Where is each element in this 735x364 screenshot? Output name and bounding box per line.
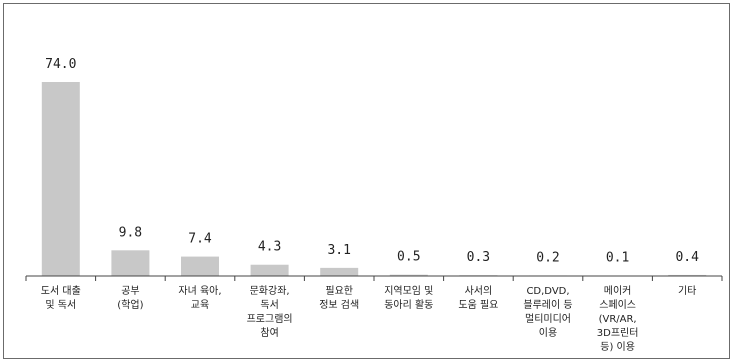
category-label-line: 자녀 육아, bbox=[178, 285, 221, 297]
bar bbox=[41, 82, 80, 276]
bar bbox=[111, 250, 150, 276]
bar bbox=[181, 256, 219, 276]
value-label: 0.1 bbox=[606, 251, 629, 266]
category-label: 지역모임 및 동아리 활동 bbox=[384, 284, 433, 311]
category-label-line: 도움 필요 bbox=[458, 299, 498, 311]
category-label: 기타 bbox=[678, 285, 696, 297]
category-label: 자녀 육아, 교육 bbox=[178, 285, 221, 311]
category-label-line: 이용 bbox=[539, 327, 557, 339]
category-label-line: 사서의 bbox=[465, 285, 493, 297]
bar bbox=[250, 264, 289, 276]
category-label-line: 도서 대출 bbox=[41, 285, 81, 297]
category-label-line: 기타 bbox=[678, 285, 696, 297]
category-label-line: 블루레이 등 bbox=[523, 299, 572, 311]
category-label-line: 교육 bbox=[191, 299, 209, 311]
x-axis-ticks bbox=[25, 276, 723, 281]
category-label-line: (VR/AR, bbox=[599, 314, 637, 325]
value-label: 0.5 bbox=[397, 250, 420, 265]
category-label-line: CD,DVD, bbox=[526, 286, 569, 297]
category-label-line: 스페이스 bbox=[599, 299, 636, 311]
category-label-line: 공부 bbox=[121, 285, 139, 297]
category-label-line: 지역모임 및 bbox=[384, 284, 433, 297]
category-label-line: 등) 이용 bbox=[600, 341, 635, 353]
bar bbox=[320, 267, 359, 276]
value-label: 9.8 bbox=[119, 225, 142, 240]
value-labels-group: 74.0 9.8 7.4 4.3 3.1 0.5 0.3 0.2 0.1 0.4 bbox=[45, 57, 699, 266]
value-label: 0.3 bbox=[467, 250, 490, 265]
value-label: 74.0 bbox=[45, 57, 76, 72]
category-label: 공부 (학업) bbox=[117, 285, 143, 311]
category-label-line: 독서 bbox=[260, 299, 278, 311]
category-label-line: 문화강좌, bbox=[250, 285, 290, 297]
category-label-line: 프로그램의 bbox=[247, 313, 293, 325]
value-label: 0.2 bbox=[536, 250, 559, 265]
category-label-line: 및 독서 bbox=[45, 299, 76, 311]
category-label-line: (학업) bbox=[117, 298, 143, 311]
category-label-line: 필요한 bbox=[325, 285, 353, 297]
category-label-line: 참여 bbox=[260, 327, 278, 339]
bar bbox=[389, 274, 428, 276]
category-label-line: 동아리 활동 bbox=[384, 298, 433, 311]
bar bbox=[668, 274, 707, 276]
category-label-line: 메이커 bbox=[604, 285, 632, 297]
value-label: 3.1 bbox=[327, 243, 350, 258]
value-label: 4.3 bbox=[258, 240, 281, 255]
category-label-line: 3D프린터 bbox=[597, 327, 639, 339]
category-label-line: 멀티미디어 bbox=[525, 312, 571, 325]
value-label: 7.4 bbox=[188, 232, 212, 247]
value-label: 0.4 bbox=[675, 250, 699, 265]
bars-group bbox=[41, 82, 707, 276]
category-label-line: 정보 검색 bbox=[319, 299, 359, 311]
